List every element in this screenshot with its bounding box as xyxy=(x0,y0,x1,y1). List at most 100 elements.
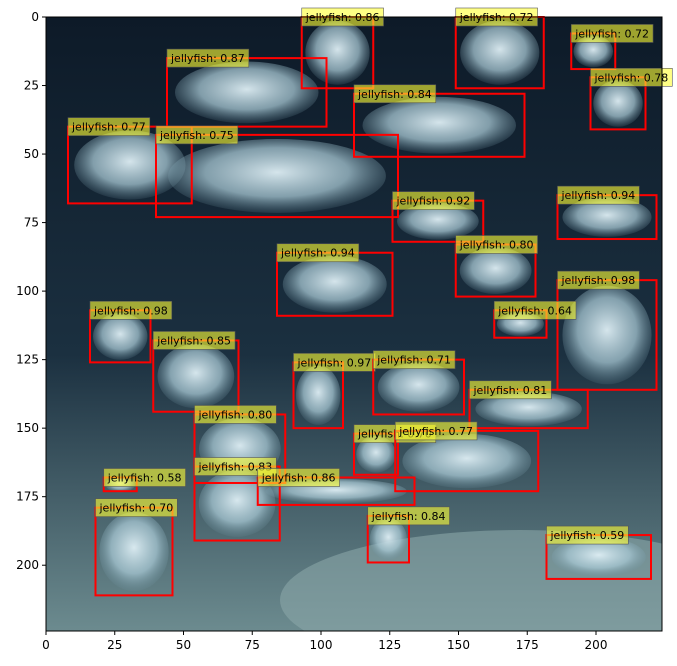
detection-20: jellyfish: 0.80 xyxy=(193,405,287,484)
detection-label-bg xyxy=(372,350,456,369)
x-tick-label: 100 xyxy=(310,638,333,652)
jellyfish-shape xyxy=(74,130,186,200)
detection-label: jellyfish: 0.80 xyxy=(198,408,273,421)
detection-label: jellyfish: 0.94 xyxy=(561,189,636,202)
detection-label-bg xyxy=(194,405,277,424)
jellyfish-shape xyxy=(573,35,614,68)
jellyfish-shape xyxy=(174,61,319,124)
detection-label-bg xyxy=(392,191,475,210)
detection-label-bg xyxy=(152,331,236,350)
detection-label-bg xyxy=(557,270,640,290)
detection-18: jellyfish: 0.71 xyxy=(372,350,465,416)
detection-13: jellyfish: 0.98 xyxy=(556,270,658,391)
y-tick-label: 200 xyxy=(16,558,39,572)
detection-27: jellyfish: 0.84 xyxy=(366,506,450,564)
y-tick-label: 150 xyxy=(16,421,39,435)
detection-label: jellyfish: 0.92 xyxy=(396,195,471,208)
detection-15: jellyfish: 0.64 xyxy=(493,300,577,339)
detection-label-bg xyxy=(493,300,577,320)
jellyfish-shape xyxy=(397,202,479,240)
detection-3: jellyfish: 0.72 xyxy=(570,24,654,71)
detection-label-bg xyxy=(103,468,186,487)
detection-label-bg xyxy=(166,48,250,68)
detection-14: jellyfish: 0.98 xyxy=(89,300,173,364)
detection-label: jellyfish: 0.72 xyxy=(574,27,649,40)
detection-label-bg xyxy=(353,84,437,104)
detection-label-bg xyxy=(194,457,277,476)
detection-label-bg xyxy=(394,421,478,441)
jellyfish-shape xyxy=(593,79,643,127)
detection-label: jellyfish: 0.84 xyxy=(371,510,446,523)
jellyfish-shape xyxy=(402,433,532,489)
bounding-box xyxy=(155,133,399,219)
detection-label: jellyfish: 0.85 xyxy=(156,334,231,347)
jellyfish-shape xyxy=(459,247,532,294)
detections-layer: jellyfish: 0.86 jellyfish: 0.72 jellyfish:… xyxy=(67,7,673,597)
x-tick-label: 175 xyxy=(516,638,539,652)
detection-label: jellyfish: 0.86 xyxy=(261,472,336,485)
y-tick-label: 0 xyxy=(31,10,39,24)
detection-label: jellyfish: 0.94 xyxy=(280,247,355,260)
y-tick-label: 125 xyxy=(16,353,39,367)
detection-5: jellyfish: 0.78 xyxy=(589,68,673,131)
x-tick-label: 125 xyxy=(378,638,401,652)
x-tick-label: 75 xyxy=(245,638,260,652)
jellyfish-shape xyxy=(157,344,235,409)
x-tick-label: 0 xyxy=(42,638,50,652)
jellyfish-shape xyxy=(198,470,276,537)
detection-label: jellyfish: 0.98 xyxy=(561,274,636,287)
y-tick-label: 100 xyxy=(16,284,39,298)
x-tick-label: 25 xyxy=(107,638,122,652)
detection-24: jellyfish: 0.86 xyxy=(256,468,416,506)
detection-label: jellyfish: 0.81 xyxy=(473,384,548,397)
detection-11: jellyfish: 0.80 xyxy=(454,235,538,298)
detection-label-bg xyxy=(367,506,450,526)
detection-28: jellyfish: 0.59 xyxy=(545,525,652,580)
x-tick-label: 50 xyxy=(176,638,191,652)
jellyfish-photo xyxy=(46,17,662,631)
detection-label: jellyfish: 0.58 xyxy=(107,472,182,485)
jellyfish-shape xyxy=(168,138,386,213)
detection-label-bg xyxy=(455,235,538,254)
detection-6: jellyfish: 0.84 xyxy=(353,84,526,158)
jellyfish-shape xyxy=(295,365,341,425)
detection-label: jellyfish: 0.77 xyxy=(398,425,473,438)
y-axis: 0 25 50 75 100 125 150 175 200 xyxy=(16,10,46,572)
detection-label-bg xyxy=(557,185,640,205)
detection-label: jellyfish: 0.83 xyxy=(198,461,273,474)
jellyfish-shape xyxy=(362,96,516,154)
detection-16: jellyfish: 0.85 xyxy=(152,331,240,413)
detection-12: jellyfish: 0.94 xyxy=(276,243,394,317)
detection-25: jellyfish: 0.58 xyxy=(102,468,186,493)
detection-label: jellyfish: 0.77 xyxy=(71,121,146,134)
x-tick-label: 150 xyxy=(447,638,470,652)
detection-label-bg xyxy=(257,468,340,487)
bounding-box xyxy=(353,92,526,158)
jellyfish-shape xyxy=(282,255,387,313)
detection-label: jellyfish: 0.70 xyxy=(99,502,174,515)
jellyfish-shape xyxy=(99,512,169,591)
detection-label: jellyfish: 0.80 xyxy=(459,239,534,252)
detection-label: jellyfish: 0.98 xyxy=(93,304,168,317)
detection-19: jellyfish: 0.81 xyxy=(468,380,589,430)
detection-label: jellyfish: 0.87 xyxy=(170,52,245,65)
detection-label-bg xyxy=(95,498,178,517)
detection-label: jellyfish: 0.84 xyxy=(357,88,432,101)
jellyfish-shape xyxy=(551,537,646,577)
detection-26: jellyfish: 0.70 xyxy=(94,498,178,597)
jellyfish-shape xyxy=(377,362,460,412)
detection-label-bg xyxy=(276,243,360,263)
detection-22: jellyfish: 0.77 xyxy=(394,421,540,493)
x-tick-label: 200 xyxy=(585,638,608,652)
detection-label-bg xyxy=(570,24,654,43)
jellyfish-shape xyxy=(305,20,370,85)
jellyfish-shape xyxy=(369,518,407,561)
x-axis: 0 25 50 75 100 125 150 175 200 xyxy=(42,631,607,652)
jellyfish-shape xyxy=(460,20,540,85)
detection-label: jellyfish: 0.59 xyxy=(550,529,625,542)
detection-7: jellyfish: 0.77 xyxy=(67,117,193,205)
y-tick-label: 175 xyxy=(16,490,39,504)
jellyfish-shape xyxy=(356,435,396,473)
detection-label: jellyfish: 0.71 xyxy=(376,354,451,367)
